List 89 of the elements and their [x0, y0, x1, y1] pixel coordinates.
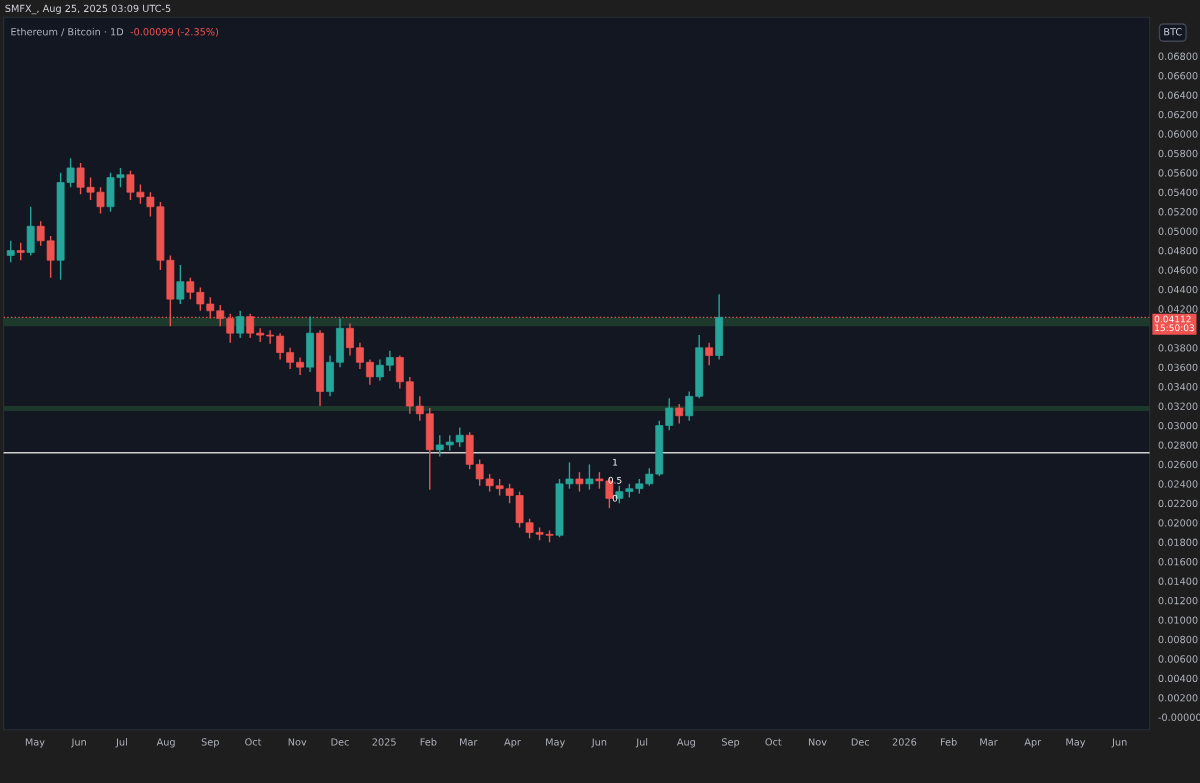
candlestick — [665, 397, 674, 432]
x-tick-label: 2025 — [372, 738, 396, 746]
x-tick-label: Oct — [765, 738, 782, 746]
ref-line-label: 0.04112 15:50:03 — [1154, 315, 1195, 332]
y-tick-label: 0.03200 — [1158, 402, 1198, 410]
y-tick-label: 0.05400 — [1158, 188, 1198, 197]
candlestick — [366, 358, 374, 386]
text: Ethereum / Bitcoin · 1D — [11, 27, 124, 37]
x-tick-label: Jul — [115, 738, 127, 748]
y-tick-label: 0.04600 — [1158, 266, 1198, 274]
y-tick-label: 0.06400 — [1158, 91, 1198, 99]
candlestick — [685, 390, 694, 422]
candlestick — [286, 347, 295, 370]
y-tick-label: 0.01000 — [1158, 616, 1198, 624]
y-tick-label: 0.00200 — [1158, 694, 1198, 702]
candlestick — [415, 395, 424, 422]
text: -0.00099 (-2.35%) — [130, 27, 219, 37]
y-tick-label: -0.00000 — [1158, 713, 1200, 721]
candlestick — [346, 322, 354, 357]
x-tick-label: Mar — [980, 738, 998, 746]
y-tick-label: 0.05600 — [1158, 169, 1198, 177]
x-tick-label: May — [25, 738, 45, 748]
y-tick-label: 0.03800 — [1158, 344, 1198, 352]
y-tick-label: 0.03000 — [1158, 421, 1198, 430]
x-tick-label: Sep — [201, 738, 219, 748]
x-tick-label: May — [546, 738, 565, 748]
y-tick-label: 0.00600 — [1158, 655, 1198, 663]
x-tick-label: Dec — [851, 738, 870, 746]
x-tick-label: Feb — [420, 738, 437, 746]
candlestick — [276, 332, 285, 361]
y-tick-label: 0.03400 — [1158, 383, 1198, 391]
x-tick-label: Aug — [676, 738, 695, 748]
text: SMFX_, Aug 25, 2025 03:09 UTC-5 — [5, 4, 171, 15]
x-tick-label: Jul — [635, 738, 648, 748]
annotation: 0 — [612, 494, 618, 502]
y-tick-label: 0.02400 — [1158, 480, 1198, 488]
candlestick — [256, 327, 265, 343]
x-tick-label: May — [1066, 738, 1086, 748]
x-tick-label: Feb — [940, 738, 957, 746]
text: BTC — [1164, 28, 1182, 36]
candlestick — [6, 240, 15, 263]
x-tick-label: Jun — [1111, 738, 1127, 748]
y-tick-label: 0.05000 — [1158, 227, 1198, 235]
y-tick-label: 0.02000 — [1158, 519, 1198, 527]
y-tick-label: 0.04800 — [1158, 247, 1198, 255]
y-tick-label: 0.04200 — [1158, 305, 1198, 313]
x-tick-label: Apr — [1024, 738, 1042, 748]
candlestick — [385, 349, 394, 372]
y-tick-label: 0.02200 — [1158, 499, 1198, 508]
x-tick-label: Nov — [808, 738, 827, 746]
y-tick-label: 0.05200 — [1158, 208, 1198, 216]
y-tick-label: 0.06800 — [1158, 52, 1198, 60]
x-tick-label: Jun — [591, 738, 607, 748]
x-tick-label: 2026 — [892, 738, 917, 746]
candlestick — [176, 264, 185, 305]
candlestick — [375, 358, 384, 382]
y-tick-label: 0.01400 — [1158, 577, 1198, 585]
annotation: 1 — [613, 458, 618, 466]
candlestick — [236, 310, 245, 339]
x-tick-label: Aug — [156, 738, 175, 748]
y-tick-label: 0.02600 — [1158, 460, 1198, 469]
y-tick-label: 0.01600 — [1158, 558, 1198, 566]
candlestick — [705, 342, 714, 366]
candlestick — [296, 356, 304, 376]
x-tick-label: Oct — [245, 738, 262, 746]
x-tick-label: Nov — [288, 738, 307, 746]
x-tick-label: Dec — [331, 738, 349, 746]
candlestick — [585, 463, 594, 491]
y-tick-label: 0.05800 — [1158, 149, 1198, 158]
y-tick-label: 0.01800 — [1158, 538, 1198, 546]
candlestick — [455, 426, 464, 448]
x-tick-label: Sep — [722, 738, 740, 748]
candlestick — [356, 342, 364, 370]
y-tick-label: 0.06000 — [1158, 130, 1198, 138]
y-tick-label: 0.02800 — [1158, 441, 1198, 449]
candlestick — [575, 471, 584, 493]
x-tick-label: Jun — [71, 738, 86, 748]
candlestick — [675, 403, 684, 425]
x-tick-label: Mar — [460, 738, 478, 746]
y-tick-label: 0.00800 — [1158, 635, 1198, 644]
y-tick-label: 0.04400 — [1158, 285, 1198, 294]
y-tick-label: 0.06200 — [1158, 110, 1198, 119]
y-tick-label: 0.03600 — [1158, 363, 1198, 371]
y-tick-label: 0.01200 — [1158, 596, 1198, 605]
candlestick — [266, 329, 275, 345]
x-tick-label: Apr — [504, 738, 521, 748]
y-tick-label: 0.06600 — [1158, 72, 1198, 80]
candlestick — [435, 434, 444, 458]
y-tick-label: 0.00400 — [1158, 674, 1198, 683]
